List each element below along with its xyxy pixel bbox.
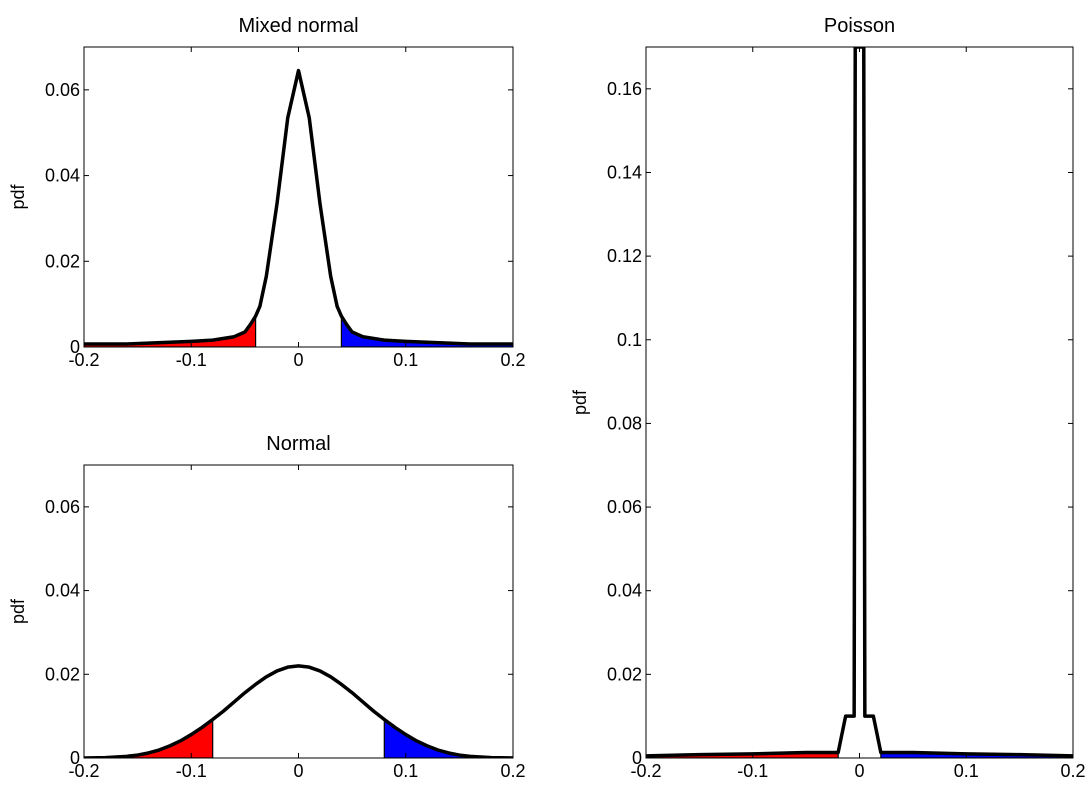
normal-x-tick-label: -0.2 <box>68 761 99 781</box>
normal-x-tick-label: -0.1 <box>176 761 207 781</box>
mixed-normal-y-tick-label: 0.06 <box>45 80 80 100</box>
poisson-y-tick-label: 0.06 <box>607 497 642 517</box>
poisson-x-tick-label: 0.2 <box>1060 761 1085 781</box>
poisson-y-tick-label: 0.08 <box>607 413 642 433</box>
mixed-normal-x-tick-label: 0.2 <box>500 350 525 370</box>
poisson-x-tick-label: 0.1 <box>954 761 979 781</box>
normal-y-tick-label: 0 <box>70 748 80 768</box>
mixed-normal-y-tick-label: 0.02 <box>45 251 80 271</box>
poisson-title: Poisson <box>824 15 895 37</box>
poisson-y-tick-label: 0.02 <box>607 664 642 684</box>
poisson-plot-area <box>646 47 1073 758</box>
poisson-y-tick-label: 0.1 <box>617 330 642 350</box>
normal-y-tick-label: 0.02 <box>45 664 80 684</box>
mixed-normal-title: Mixed normal <box>238 15 358 37</box>
mixed-normal-y-tick-label: 0 <box>70 337 80 357</box>
mixed-normal-axes-box <box>83 46 514 348</box>
normal-density-curve <box>84 664 513 758</box>
mixed-normal-x-tick-label: 0.1 <box>393 350 418 370</box>
poisson-x-tick-label: 0 <box>854 761 864 781</box>
poisson-axes-box <box>645 46 1074 759</box>
normal-plot-area <box>84 664 513 758</box>
mixed-normal-y-tick-label: 0.04 <box>45 166 80 186</box>
poisson-y-axis-label: pdf <box>570 389 590 415</box>
poisson-y-tick-label: 0.12 <box>607 246 642 266</box>
poisson-density-curve <box>646 47 1073 758</box>
panel-normal: -0.2 -0.1 0 0.1 0.2 0 0.02 0.04 0.06 Normal pdf <box>8 433 526 781</box>
normal-axes-box <box>83 464 514 759</box>
normal-y-tick-label: 0.04 <box>45 581 80 601</box>
poisson-x-tick-label: -0.2 <box>630 761 661 781</box>
poisson-y-tick-label: 0.14 <box>607 162 642 182</box>
panel-poisson: -0.2 -0.1 0 0.1 0.2 0 0.02 0.04 0.06 0.08 0.1 0.12 0… <box>570 15 1086 781</box>
poisson-y-tick-label: 0.04 <box>607 581 642 601</box>
poisson-y-tick-label: 0 <box>632 748 642 768</box>
normal-x-tick-label: 0.1 <box>393 761 418 781</box>
mixed-normal-plot-area <box>84 68 513 347</box>
panel-mixed-normal: -0.2 -0.1 0 0.1 0.2 0 0.02 0.04 0.06 Mixed normal… <box>8 15 526 370</box>
normal-x-tick-label: 0 <box>293 761 303 781</box>
mixed-normal-x-tick-label: 0 <box>293 350 303 370</box>
poisson-y-tick-label: 0.16 <box>607 79 642 99</box>
normal-x-tick-label: 0.2 <box>500 761 525 781</box>
mixed-normal-y-axis-label: pdf <box>8 183 28 209</box>
normal-title: Normal <box>266 433 330 455</box>
normal-y-tick-label: 0.06 <box>45 497 80 517</box>
mixed-normal-x-tick-label: -0.1 <box>176 350 207 370</box>
mixed-normal-x-tick-label: -0.2 <box>68 350 99 370</box>
normal-y-axis-label: pdf <box>8 598 28 624</box>
mixed-normal-density-curve <box>84 68 513 346</box>
poisson-x-tick-label: -0.1 <box>737 761 768 781</box>
